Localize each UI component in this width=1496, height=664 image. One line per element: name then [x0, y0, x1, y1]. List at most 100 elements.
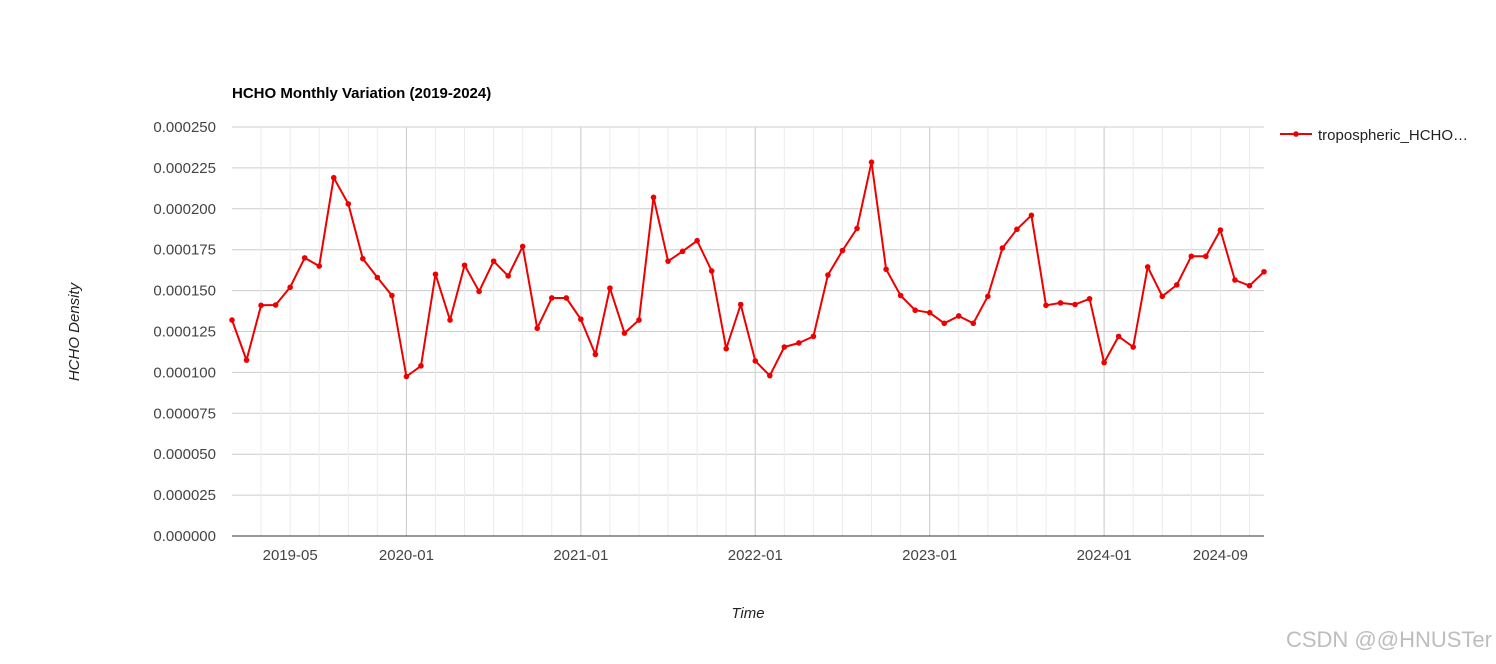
data-point[interactable]	[941, 320, 948, 327]
data-point[interactable]	[665, 258, 671, 264]
y-tick-label: 0.000025	[153, 487, 216, 504]
watermark: CSDN @@HNUSTer	[1286, 627, 1492, 652]
data-point[interactable]	[1043, 302, 1049, 309]
data-point[interactable]	[1188, 253, 1195, 260]
data-point[interactable]	[694, 237, 700, 244]
data-point[interactable]	[621, 330, 628, 336]
data-point[interactable]	[926, 309, 933, 316]
data-point[interactable]	[1101, 359, 1107, 366]
data-point[interactable]	[752, 358, 759, 364]
data-point[interactable]	[1159, 293, 1166, 300]
y-tick-label: 0.000150	[153, 283, 216, 300]
data-point[interactable]	[505, 273, 511, 279]
data-point[interactable]	[519, 243, 526, 250]
data-point[interactable]	[708, 268, 715, 274]
series-line[interactable]	[231, 161, 1265, 378]
data-point[interactable]	[767, 372, 773, 379]
data-point[interactable]	[1261, 268, 1267, 275]
data-point[interactable]	[1115, 333, 1122, 340]
y-tick-label: 0.000075	[153, 405, 216, 422]
data-point[interactable]	[592, 351, 599, 358]
data-point[interactable]	[1173, 282, 1180, 288]
legend-marker-swatch	[1293, 131, 1299, 137]
data-point[interactable]	[985, 293, 991, 300]
data-point[interactable]	[1057, 300, 1064, 306]
x-tick-label: 2023-01	[902, 547, 957, 564]
data-point[interactable]	[258, 302, 264, 309]
data-point[interactable]	[912, 307, 918, 314]
data-point[interactable]	[868, 159, 875, 165]
data-point[interactable]	[330, 174, 337, 181]
data-point[interactable]	[301, 255, 308, 261]
data-point[interactable]	[883, 266, 889, 273]
data-point[interactable]	[476, 288, 482, 295]
data-point[interactable]	[607, 285, 613, 291]
data-point[interactable]	[955, 313, 962, 319]
data-point[interactable]	[781, 344, 788, 350]
x-axis-ticks: 2019-05 2020-01 2021-01 2022-01 2023-01 2024-…	[263, 547, 1248, 564]
data-point[interactable]	[1246, 282, 1253, 289]
data-point[interactable]	[1144, 264, 1151, 270]
x-tick-label: 2019-05	[263, 547, 318, 564]
legend-label: tropospheric_HCHO…	[1318, 127, 1468, 144]
data-point[interactable]	[447, 317, 453, 323]
data-point[interactable]	[345, 201, 352, 207]
y-tick-label: 0.000175	[153, 242, 216, 259]
data-point[interactable]	[737, 301, 744, 308]
y-axis-title: HCHO Density	[66, 281, 83, 381]
data-point[interactable]	[229, 317, 235, 323]
data-point[interactable]	[854, 225, 860, 232]
data-point[interactable]	[534, 325, 541, 332]
x-tick-label: 2024-09	[1193, 547, 1248, 564]
data-point[interactable]	[243, 357, 250, 363]
data-point[interactable]	[548, 295, 555, 301]
data-point[interactable]	[1232, 277, 1238, 283]
data-point[interactable]	[287, 284, 293, 291]
data-point[interactable]	[825, 272, 831, 278]
series-group[interactable]	[229, 159, 1267, 380]
data-point[interactable]	[897, 292, 904, 299]
x-axis-title: Time	[731, 605, 764, 622]
chart-title: HCHO Monthly Variation (2019-2024)	[232, 85, 491, 102]
legend[interactable]: tropospheric_HCHO…	[1280, 127, 1468, 144]
data-point[interactable]	[403, 373, 410, 380]
data-point[interactable]	[636, 317, 642, 323]
data-point[interactable]	[1086, 295, 1093, 302]
gridlines	[232, 126, 1264, 536]
y-tick-label: 0.000050	[153, 446, 216, 463]
data-point[interactable]	[272, 302, 279, 308]
data-point[interactable]	[723, 345, 729, 352]
data-point[interactable]	[578, 316, 584, 323]
data-point[interactable]	[563, 295, 570, 301]
data-point[interactable]	[650, 194, 657, 201]
data-point[interactable]	[1072, 301, 1078, 308]
data-point[interactable]	[418, 363, 424, 369]
data-point[interactable]	[796, 340, 802, 346]
data-point[interactable]	[970, 320, 977, 327]
data-point[interactable]	[374, 274, 381, 281]
data-point[interactable]	[1217, 227, 1224, 233]
y-tick-label: 0.000250	[153, 119, 216, 136]
y-tick-label: 0.000000	[153, 528, 216, 545]
data-point[interactable]	[1028, 212, 1035, 219]
data-point[interactable]	[316, 263, 323, 269]
data-point[interactable]	[360, 255, 366, 262]
data-point[interactable]	[1203, 253, 1209, 260]
x-tick-label: 2021-01	[553, 547, 608, 564]
x-tick-label: 2022-01	[728, 547, 783, 564]
data-point[interactable]	[389, 292, 395, 299]
data-point[interactable]	[679, 248, 686, 255]
data-point[interactable]	[810, 333, 817, 340]
y-tick-label: 0.000200	[153, 201, 216, 218]
y-tick-label: 0.000100	[153, 364, 216, 381]
data-point[interactable]	[490, 258, 497, 264]
y-axis-ticks: 0.000000 0.000025 0.000050 0.000075 0.000100…	[153, 119, 216, 545]
data-point[interactable]	[1014, 226, 1020, 233]
data-point[interactable]	[1130, 344, 1136, 350]
y-tick-label: 0.000125	[153, 324, 216, 341]
data-point[interactable]	[461, 262, 468, 269]
data-point[interactable]	[999, 245, 1006, 251]
data-point[interactable]	[839, 247, 846, 254]
data-point[interactable]	[432, 271, 439, 278]
